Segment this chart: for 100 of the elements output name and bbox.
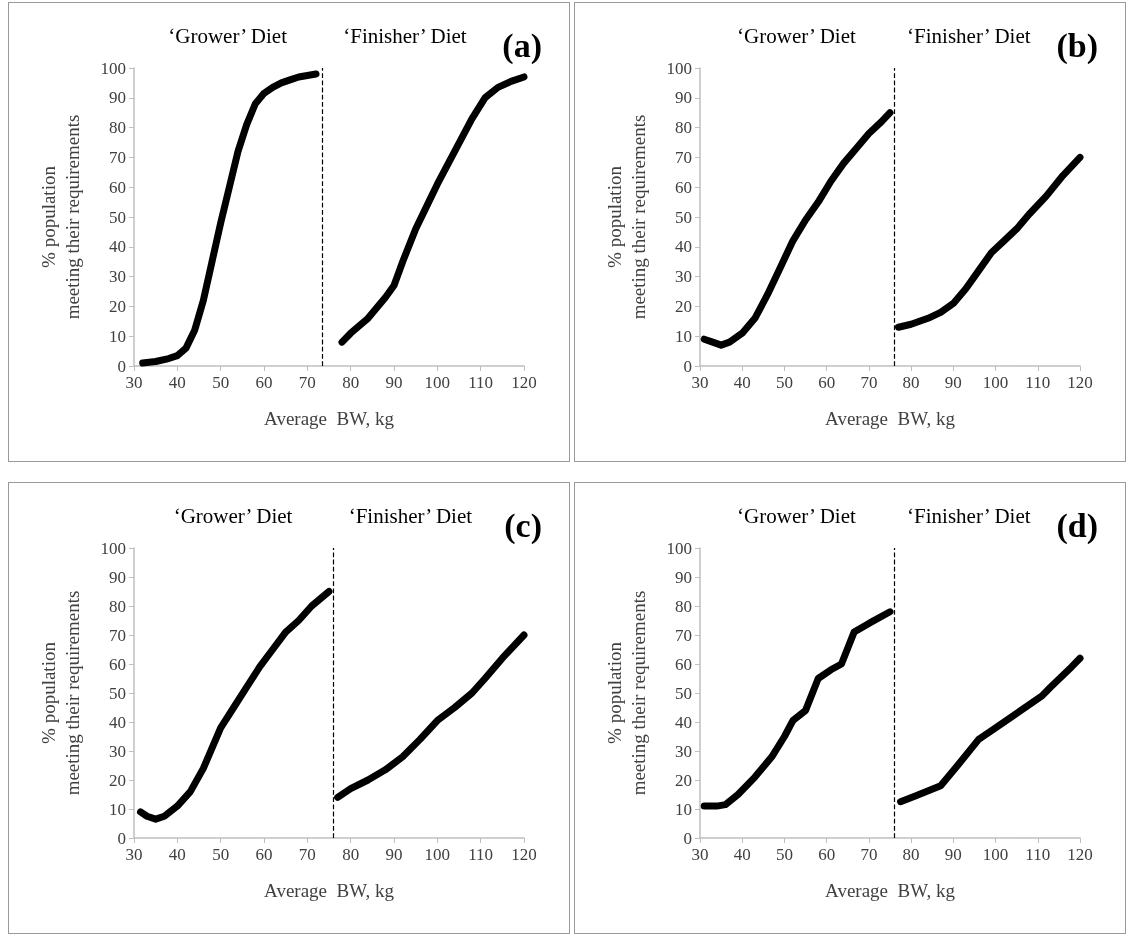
y-tick-label: 100 [100,538,126,558]
y-tick-label: 90 [109,88,126,108]
y-tick-label: 80 [109,118,126,138]
y-tick-label: 100 [666,58,692,78]
x-tick-label: 100 [424,373,451,392]
x-tick-label: 90 [944,845,962,864]
y-tick-label: 30 [109,267,126,287]
x-tick-label: 80 [342,845,360,864]
y-tick-label: 20 [675,296,692,316]
y-tick-label: 80 [109,596,126,616]
y-axis-title: % population meeting their requirements [603,590,649,796]
x-tick-label: 110 [468,845,494,864]
y-tick-label: 0 [117,356,126,376]
y-tick-label: 10 [675,326,692,346]
y-tick-label: 100 [100,58,126,78]
x-tick-label: 110 [468,373,494,392]
x-tick-label: 60 [818,373,836,392]
text: ‘Finisher’ Diet [348,503,473,528]
chart-title: (c) [504,506,543,545]
x-tick-label: 80 [342,373,360,392]
x-tick-label: 120 [1067,373,1093,392]
y-tick-label: 10 [109,326,126,346]
x-tick-label: 60 [255,845,273,864]
x-tick-label: 40 [733,373,751,392]
y-tick-label: 40 [109,712,126,732]
x-tick-label: 110 [1025,373,1051,392]
x-tick-label: 60 [818,845,836,864]
y-tick-label: 70 [675,147,692,167]
x-tick-label: 50 [212,373,230,392]
y-tick-label: 60 [675,654,692,674]
y-tick-label: 60 [109,654,126,674]
text: ‘Grower’ Diet [168,23,288,48]
x-tick-label: 90 [944,373,962,392]
y-tick-label: 0 [117,828,126,848]
x-tick-label: 90 [385,845,403,864]
y-tick-label: 50 [675,207,692,227]
x-tick-label: 100 [982,373,1009,392]
x-tick-label: 80 [902,373,920,392]
x-tick-label: 120 [511,373,537,392]
y-tick-label: 60 [675,177,692,197]
y-tick-label: 80 [675,596,692,616]
x-tick-label: 110 [1025,845,1051,864]
x-tick-label: 90 [385,373,403,392]
y-axis-title: % population meeting their requirements [37,590,83,796]
x-tick-label: 120 [1067,845,1093,864]
x-tick-label: 100 [424,845,451,864]
y-tick-label: 40 [675,712,692,732]
text: ‘Grower’ Diet [737,23,857,48]
chart-title: (b) [1056,26,1099,65]
y-tick-label: 40 [109,237,126,257]
text: ‘Finisher’ Diet [907,503,1031,528]
y-tick-label: 60 [109,177,126,197]
y-tick-label: 20 [675,770,692,790]
y-tick-label: 20 [109,296,126,316]
y-tick-label: 20 [109,770,126,790]
text: ‘Grower’ Diet [173,503,293,528]
y-tick-label: 90 [675,88,692,108]
y-tick-label: 0 [683,828,692,848]
y-tick-label: 10 [675,799,692,819]
x-axis-title: Average BW, kg [825,879,956,901]
x-tick-label: 40 [168,845,186,864]
x-tick-label: 120 [511,845,537,864]
x-tick-label: 80 [902,845,920,864]
text: ‘Finisher’ Diet [907,23,1031,48]
y-tick-label: 40 [675,237,692,257]
x-tick-label: 70 [860,845,878,864]
y-tick-label: 70 [109,625,126,645]
text: ‘Grower’ Diet [737,503,857,528]
y-tick-label: 90 [675,567,692,587]
y-tick-label: 70 [675,625,692,645]
x-tick-label: 40 [168,373,186,392]
y-tick-label: 70 [109,147,126,167]
y-tick-label: 30 [109,741,126,761]
x-tick-label: 100 [982,845,1009,864]
x-tick-label: 50 [775,373,793,392]
y-tick-label: 50 [109,207,126,227]
y-tick-label: 100 [666,538,692,558]
x-tick-label: 50 [775,845,793,864]
x-tick-label: 70 [298,845,316,864]
x-tick-label: 70 [298,373,316,392]
chart-title: (a) [502,26,543,65]
y-tick-label: 30 [675,267,692,287]
y-tick-label: 80 [675,118,692,138]
y-tick-label: 50 [109,683,126,703]
y-tick-label: 30 [675,741,692,761]
x-axis-title: Average BW, kg [264,879,395,901]
x-axis-title: Average BW, kg [264,407,395,429]
x-tick-label: 50 [212,845,230,864]
x-tick-label: 70 [860,373,878,392]
x-axis-title: Average BW, kg [825,407,956,429]
x-tick-label: 40 [733,845,751,864]
y-axis-title: % population meeting their requirements [37,114,83,320]
text: ‘Finisher’ Diet [343,23,467,48]
y-tick-label: 90 [109,567,126,587]
y-tick-label: 50 [675,683,692,703]
y-tick-label: 10 [109,799,126,819]
y-tick-label: 0 [683,356,692,376]
y-axis-title: % population meeting their requirements [603,114,649,320]
chart-title: (d) [1056,506,1099,545]
x-tick-label: 60 [255,373,273,392]
